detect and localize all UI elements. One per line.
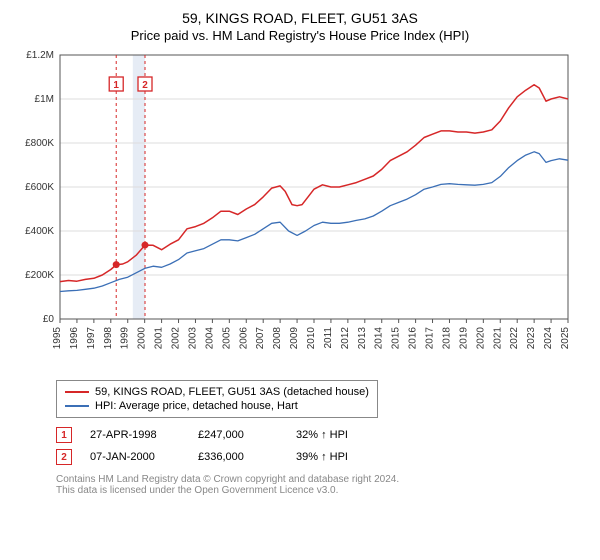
transaction-pct: 32% ↑ HPI	[296, 429, 376, 441]
svg-text:2008: 2008	[272, 327, 283, 350]
chart-subtitle: Price paid vs. HM Land Registry's House …	[12, 28, 588, 43]
legend-label: 59, KINGS ROAD, FLEET, GU51 3AS (detache…	[95, 386, 369, 398]
svg-text:2: 2	[142, 80, 148, 91]
transaction-row: 2 07-JAN-2000 £336,000 39% ↑ HPI	[56, 446, 588, 468]
svg-text:1995: 1995	[52, 327, 63, 350]
chart-title: 59, KINGS ROAD, FLEET, GU51 3AS	[12, 10, 588, 26]
svg-text:1996: 1996	[69, 327, 80, 350]
svg-text:£400K: £400K	[25, 226, 54, 237]
legend-item: 59, KINGS ROAD, FLEET, GU51 3AS (detache…	[65, 385, 369, 399]
svg-text:2000: 2000	[137, 327, 148, 350]
svg-text:2019: 2019	[458, 327, 469, 350]
svg-text:2017: 2017	[425, 327, 436, 350]
svg-text:2006: 2006	[238, 327, 249, 350]
svg-text:1998: 1998	[103, 327, 114, 350]
svg-text:£0: £0	[43, 314, 55, 325]
legend-swatch	[65, 405, 89, 407]
chart-container: 59, KINGS ROAD, FLEET, GU51 3AS Price pa…	[0, 0, 600, 504]
svg-text:2018: 2018	[441, 327, 452, 350]
transaction-date: 27-APR-1998	[90, 429, 180, 441]
svg-text:2003: 2003	[187, 327, 198, 350]
svg-text:2002: 2002	[171, 327, 182, 350]
transaction-pct: 39% ↑ HPI	[296, 451, 376, 463]
svg-text:£200K: £200K	[25, 270, 54, 281]
svg-text:2010: 2010	[306, 327, 317, 350]
svg-text:2023: 2023	[526, 327, 537, 350]
svg-text:2013: 2013	[357, 327, 368, 350]
svg-text:£1M: £1M	[35, 94, 54, 105]
transaction-price: £336,000	[198, 451, 278, 463]
footer-line-1: Contains HM Land Registry data © Crown c…	[56, 474, 588, 485]
svg-text:£600K: £600K	[25, 182, 54, 193]
svg-text:2004: 2004	[204, 327, 215, 350]
svg-text:2025: 2025	[560, 327, 571, 350]
svg-text:2014: 2014	[374, 327, 385, 350]
transaction-marker: 2	[56, 449, 72, 465]
chart-plot: £0 £200K £400K £600K £800K £1M £1.2M 1995 1996 19…	[12, 49, 588, 374]
transactions-table: 1 27-APR-1998 £247,000 32% ↑ HPI 2 07-JAN-200…	[56, 424, 588, 468]
svg-text:£800K: £800K	[25, 138, 54, 149]
svg-text:2021: 2021	[492, 327, 503, 350]
svg-text:2005: 2005	[221, 327, 232, 350]
transaction-marker: 1	[56, 427, 72, 443]
footer-attribution: Contains HM Land Registry data © Crown c…	[56, 474, 588, 496]
svg-text:2022: 2022	[509, 327, 520, 350]
svg-text:1997: 1997	[86, 327, 97, 350]
legend-label: HPI: Average price, detached house, Hart	[95, 400, 298, 412]
svg-text:2011: 2011	[323, 327, 334, 349]
transaction-price: £247,000	[198, 429, 278, 441]
line-chart-svg: £0 £200K £400K £600K £800K £1M £1.2M 1995 1996 19…	[12, 49, 572, 369]
svg-text:2001: 2001	[154, 327, 165, 350]
legend-item: HPI: Average price, detached house, Hart	[65, 399, 369, 413]
transaction-row: 1 27-APR-1998 £247,000 32% ↑ HPI	[56, 424, 588, 446]
svg-text:2007: 2007	[255, 327, 266, 350]
svg-text:2012: 2012	[340, 327, 351, 350]
svg-text:2020: 2020	[475, 327, 486, 350]
svg-text:2015: 2015	[391, 327, 402, 350]
legend-swatch	[65, 391, 89, 393]
svg-text:2016: 2016	[408, 327, 419, 350]
svg-text:2009: 2009	[289, 327, 300, 350]
svg-text:£1.2M: £1.2M	[26, 50, 54, 61]
footer-line-2: This data is licensed under the Open Gov…	[56, 485, 588, 496]
svg-text:1: 1	[113, 80, 119, 91]
svg-text:2024: 2024	[543, 327, 554, 350]
legend: 59, KINGS ROAD, FLEET, GU51 3AS (detache…	[56, 380, 378, 418]
svg-text:1999: 1999	[120, 327, 131, 350]
transaction-date: 07-JAN-2000	[90, 451, 180, 463]
